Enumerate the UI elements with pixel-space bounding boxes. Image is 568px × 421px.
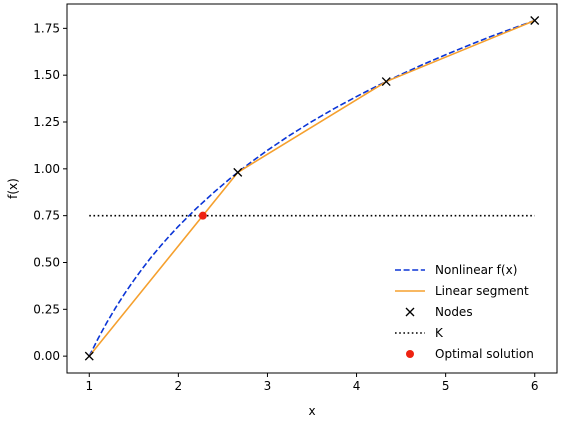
x-axis-label: x — [308, 404, 315, 418]
legend-label: Nodes — [435, 305, 473, 319]
node-marker — [381, 77, 391, 87]
linear-segment-line — [88, 19, 536, 357]
y-tick-label: 1.50 — [33, 68, 60, 82]
y-tick-label: 1.00 — [33, 162, 60, 176]
plot-area — [84, 16, 540, 361]
axes: 1 2 3 4 5 6 0.00 0.25 0.50 0.75 1.00 1.25 1.50 1.75 — [33, 3, 558, 393]
x-tick-label: 3 — [264, 379, 272, 393]
legend-label: Linear segment — [435, 284, 529, 298]
legend-label: Nonlinear f(x) — [435, 263, 517, 277]
node-marker — [233, 167, 243, 177]
optimal-solution-point — [198, 211, 207, 220]
x-tick-label: 6 — [531, 379, 539, 393]
legend-item-nonlinear-f-x: Nonlinear f(x) — [395, 263, 517, 277]
y-tick-label: 0.75 — [33, 209, 60, 223]
legend-label: K — [435, 326, 444, 340]
legend-label: Optimal solution — [435, 347, 534, 361]
x-tick-label: 4 — [353, 379, 361, 393]
legend-item-optimal-solution: Optimal solution — [406, 347, 534, 361]
series-group — [84, 16, 540, 361]
legend-node-icon — [405, 307, 415, 317]
y-tick-label: 0.50 — [33, 255, 60, 269]
legend-item-linear-segment: Linear segment — [395, 284, 529, 298]
legend: Nonlinear f(x) Linear segment Nodes K Optima… — [395, 263, 534, 361]
legend-item-k: K — [395, 326, 444, 340]
legend-item-nodes: Nodes — [405, 305, 473, 319]
x-tick-label: 2 — [175, 379, 183, 393]
x-tick-label: 1 — [85, 379, 93, 393]
x-tick-label: 5 — [442, 379, 450, 393]
y-tick-label: 1.75 — [33, 21, 60, 35]
y-tick-label: 1.25 — [33, 115, 60, 129]
node-marker — [84, 351, 94, 361]
y-tick-label: 0.25 — [33, 302, 60, 316]
y-tick-label: 0.00 — [33, 349, 60, 363]
y-axis-label: f(x) — [6, 178, 20, 199]
axes-frame — [66, 3, 558, 374]
node-marker — [530, 16, 540, 25]
legend-optimal-icon — [406, 350, 414, 358]
